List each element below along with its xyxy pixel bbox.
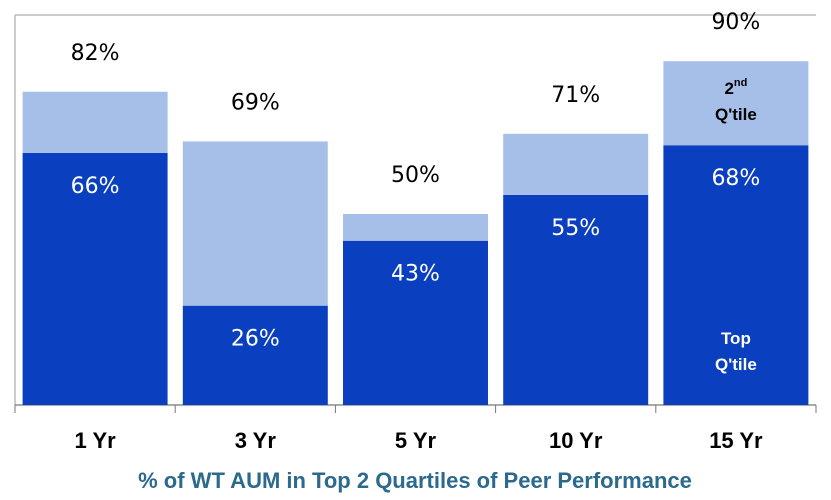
bar-segment — [503, 194, 649, 405]
x-tick-label: 3 Yr — [235, 428, 277, 453]
bar-segment — [182, 141, 328, 306]
total-label: 69% — [231, 90, 280, 115]
x-tick-label: 1 Yr — [75, 428, 117, 453]
legend-label: 2nd Q'tile — [715, 77, 757, 125]
x-tick-label: 10 Yr — [549, 428, 603, 453]
chart-title: % of WT AUM in Top 2 Quartiles of Peer P… — [138, 468, 692, 493]
value-label: 55% — [551, 216, 600, 241]
bar-segment — [663, 61, 809, 146]
total-label: 50% — [391, 163, 440, 188]
value-label: 68% — [711, 166, 760, 191]
bar-segment — [182, 305, 328, 405]
bar-segment — [503, 133, 649, 195]
value-label: 66% — [71, 174, 120, 199]
total-label: 90% — [711, 10, 760, 35]
bar-segment — [343, 214, 488, 241]
x-tick-label: 15 Yr — [709, 428, 763, 453]
bar-segment — [22, 91, 168, 153]
total-label: 71% — [551, 83, 600, 108]
legend-label: Top Q'tile — [715, 329, 757, 374]
value-label: 26% — [231, 327, 280, 352]
value-label: 43% — [391, 262, 440, 287]
bar-segment — [22, 152, 168, 405]
bar-segment — [663, 145, 809, 406]
bar-segment — [343, 240, 488, 405]
x-tick-label: 5 Yr — [395, 428, 437, 453]
total-label: 82% — [71, 41, 120, 66]
